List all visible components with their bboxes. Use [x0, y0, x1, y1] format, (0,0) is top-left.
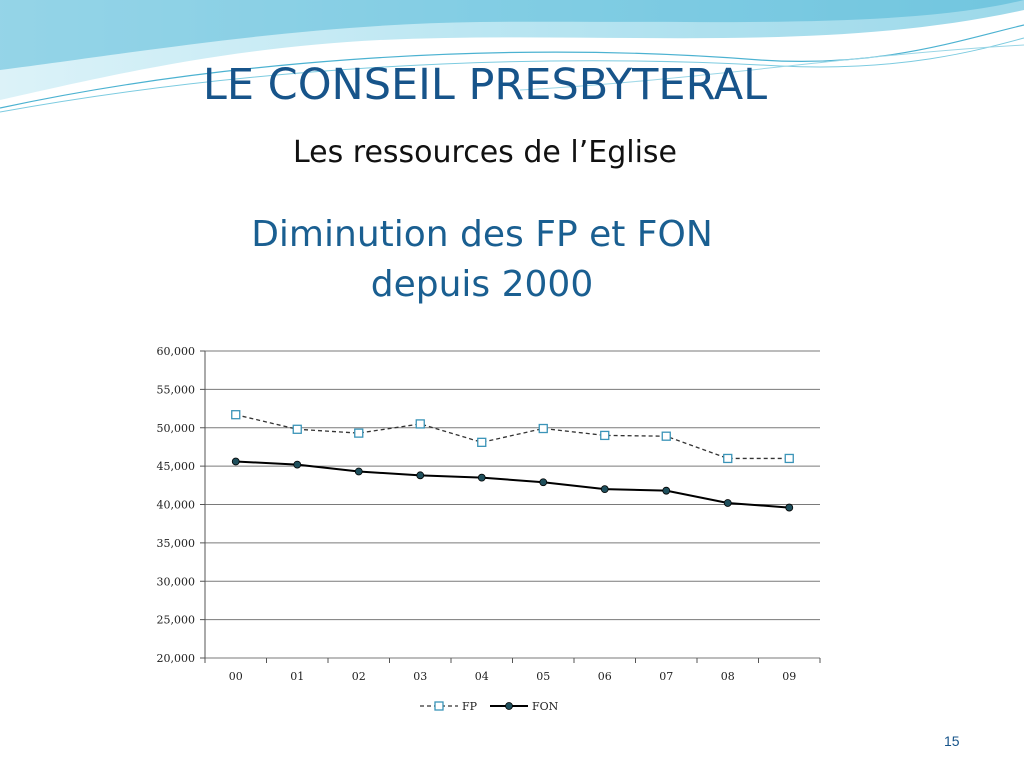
y-tick-label: 50,000 [157, 422, 196, 435]
y-tick-label: 60,000 [157, 345, 196, 358]
x-tick-label: 07 [659, 670, 673, 683]
fp-data-point [415, 419, 425, 429]
fon-data-point [354, 467, 363, 476]
x-tick-label: 01 [290, 670, 304, 683]
chart-heading: Diminution des FP et FON depuis 2000 [0, 210, 964, 310]
fon-data-point [723, 499, 732, 507]
x-tick-label: 00 [229, 670, 243, 683]
fp-data-point [354, 428, 364, 438]
fp-data-point [231, 410, 241, 420]
chart-heading-line2: depuis 2000 [370, 264, 594, 305]
x-tick-label: 04 [475, 670, 489, 683]
x-tick-label: 02 [352, 670, 366, 683]
x-tick-label: 06 [598, 670, 612, 683]
x-tick-label: 09 [782, 670, 796, 683]
fon-data-point [539, 478, 548, 487]
y-tick-label: 30,000 [157, 575, 196, 588]
fon-data-point [231, 457, 240, 466]
y-tick-label: 55,000 [157, 383, 196, 396]
x-tick-label: 05 [536, 670, 550, 683]
slide-title: LE CONSEIL PRESBYTERAL [202, 60, 768, 110]
fp-data-point [600, 430, 610, 441]
fp-data-point [661, 431, 671, 441]
decorative-wave-header [0, 0, 1024, 113]
fon-data-point [477, 473, 486, 482]
x-tick-label: 03 [413, 670, 427, 683]
y-tick-label: 35,000 [157, 537, 196, 550]
fp-data-point [477, 437, 487, 447]
fp-data-point [784, 453, 794, 464]
fon-data-point [785, 503, 794, 512]
fon-data-point [416, 471, 425, 480]
fon-data-point [600, 485, 609, 494]
fp-data-point [538, 423, 548, 434]
series-line-fon [235, 460, 790, 509]
fp-data-point [292, 424, 302, 434]
line-chart: 20,000 25,000 30,000 35,000 40,000 45,000 50,0… [157, 345, 821, 713]
legend-swatch-fp-marker [434, 701, 444, 711]
fon-data-point [293, 460, 302, 469]
y-tick-label: 20,000 [157, 652, 196, 665]
legend-label-fp: FP [462, 700, 478, 713]
x-tick-label: 08 [721, 670, 735, 683]
fon-data-point [662, 486, 671, 495]
series-line-fp [235, 414, 790, 460]
fp-data-point [723, 453, 733, 464]
y-tick-label: 40,000 [157, 499, 196, 512]
page-number: 15 [944, 733, 960, 749]
slide-subtitle: Les ressources de l’Eglise [292, 135, 678, 170]
y-tick-label: 25,000 [157, 614, 196, 627]
legend-label-fon: FON [532, 700, 559, 713]
legend-swatch-fon-marker [505, 702, 513, 710]
y-tick-label: 45,000 [157, 460, 196, 473]
chart-heading-line1: Diminution des FP et FON [251, 214, 713, 255]
